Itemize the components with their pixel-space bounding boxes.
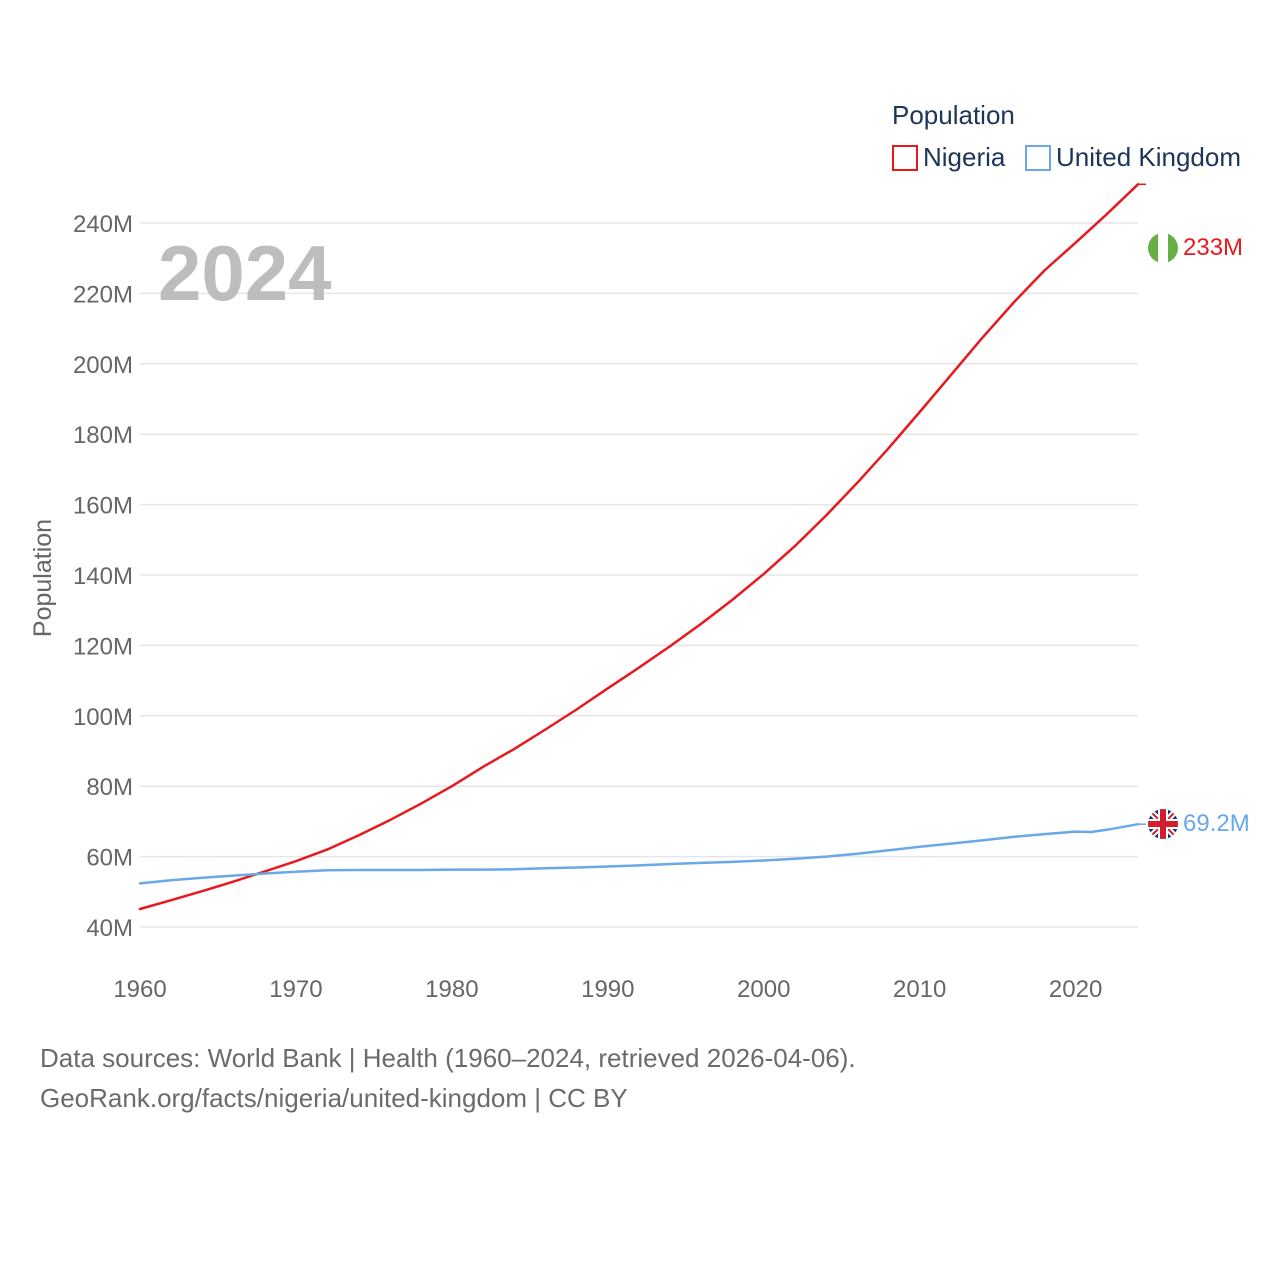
y-tick-label: 240M [73, 211, 133, 238]
nigeria-flag-icon [1148, 233, 1178, 263]
footer-sources: Data sources: World Bank | Health (1960–… [40, 1043, 856, 1073]
united-kingdom-flag-icon [1148, 809, 1178, 839]
y-tick-label: 60M [86, 845, 133, 872]
y-tick-label: 220M [73, 281, 133, 308]
x-axis-ticks: 1960 1970 1980 1990 2000 2010 2020 [113, 976, 1102, 1003]
x-tick-label: 1960 [113, 976, 166, 1003]
y-tick-label: 80M [86, 774, 133, 801]
end-markers [1138, 183, 1146, 825]
legend-swatch-nigeria [892, 145, 918, 171]
x-tick-label: 1980 [425, 976, 478, 1003]
y-tick-label: 160M [73, 493, 133, 520]
legend-title: Population [892, 100, 1015, 130]
y-tick-label: 180M [73, 422, 133, 449]
end-label-nigeria: 233M [1183, 234, 1243, 261]
y-axis-ticks: 40M 60M 80M 100M 120M 140M 160M 180M 200M 220M 240… [73, 211, 133, 942]
x-tick-label: 1990 [581, 976, 634, 1003]
y-tick-label: 120M [73, 633, 133, 660]
x-tick-label: 2000 [737, 976, 790, 1003]
legend-label-nigeria: Nigeria [923, 142, 1006, 172]
y-tick-label: 200M [73, 352, 133, 379]
legend-item-nigeria[interactable]: Nigeria [892, 142, 1006, 172]
gridlines [140, 222, 1138, 928]
series-lines [138, 183, 1140, 911]
legend-item-united-kingdom[interactable]: United Kingdom [1025, 142, 1241, 172]
y-tick-label: 40M [86, 915, 133, 942]
legend: Population Nigeria United Kingdom [892, 100, 1241, 172]
legend-swatch-united-kingdom [1025, 145, 1051, 171]
y-axis-title: Population [29, 519, 57, 637]
y-tick-label: 140M [73, 563, 133, 590]
series-line-nigeria [138, 183, 1140, 911]
y-tick-label: 100M [73, 704, 133, 731]
footer-attribution[interactable]: GeoRank.org/facts/nigeria/united-kingdom… [40, 1083, 628, 1113]
year-label: 2024 [158, 229, 332, 317]
x-tick-label: 2010 [893, 976, 946, 1003]
end-label-united-kingdom: 69.2M [1183, 810, 1250, 837]
legend-label-united-kingdom: United Kingdom [1056, 142, 1241, 172]
series-line-united-kingdom [138, 822, 1140, 885]
x-tick-label: 2020 [1049, 976, 1102, 1003]
x-tick-label: 1970 [269, 976, 322, 1003]
